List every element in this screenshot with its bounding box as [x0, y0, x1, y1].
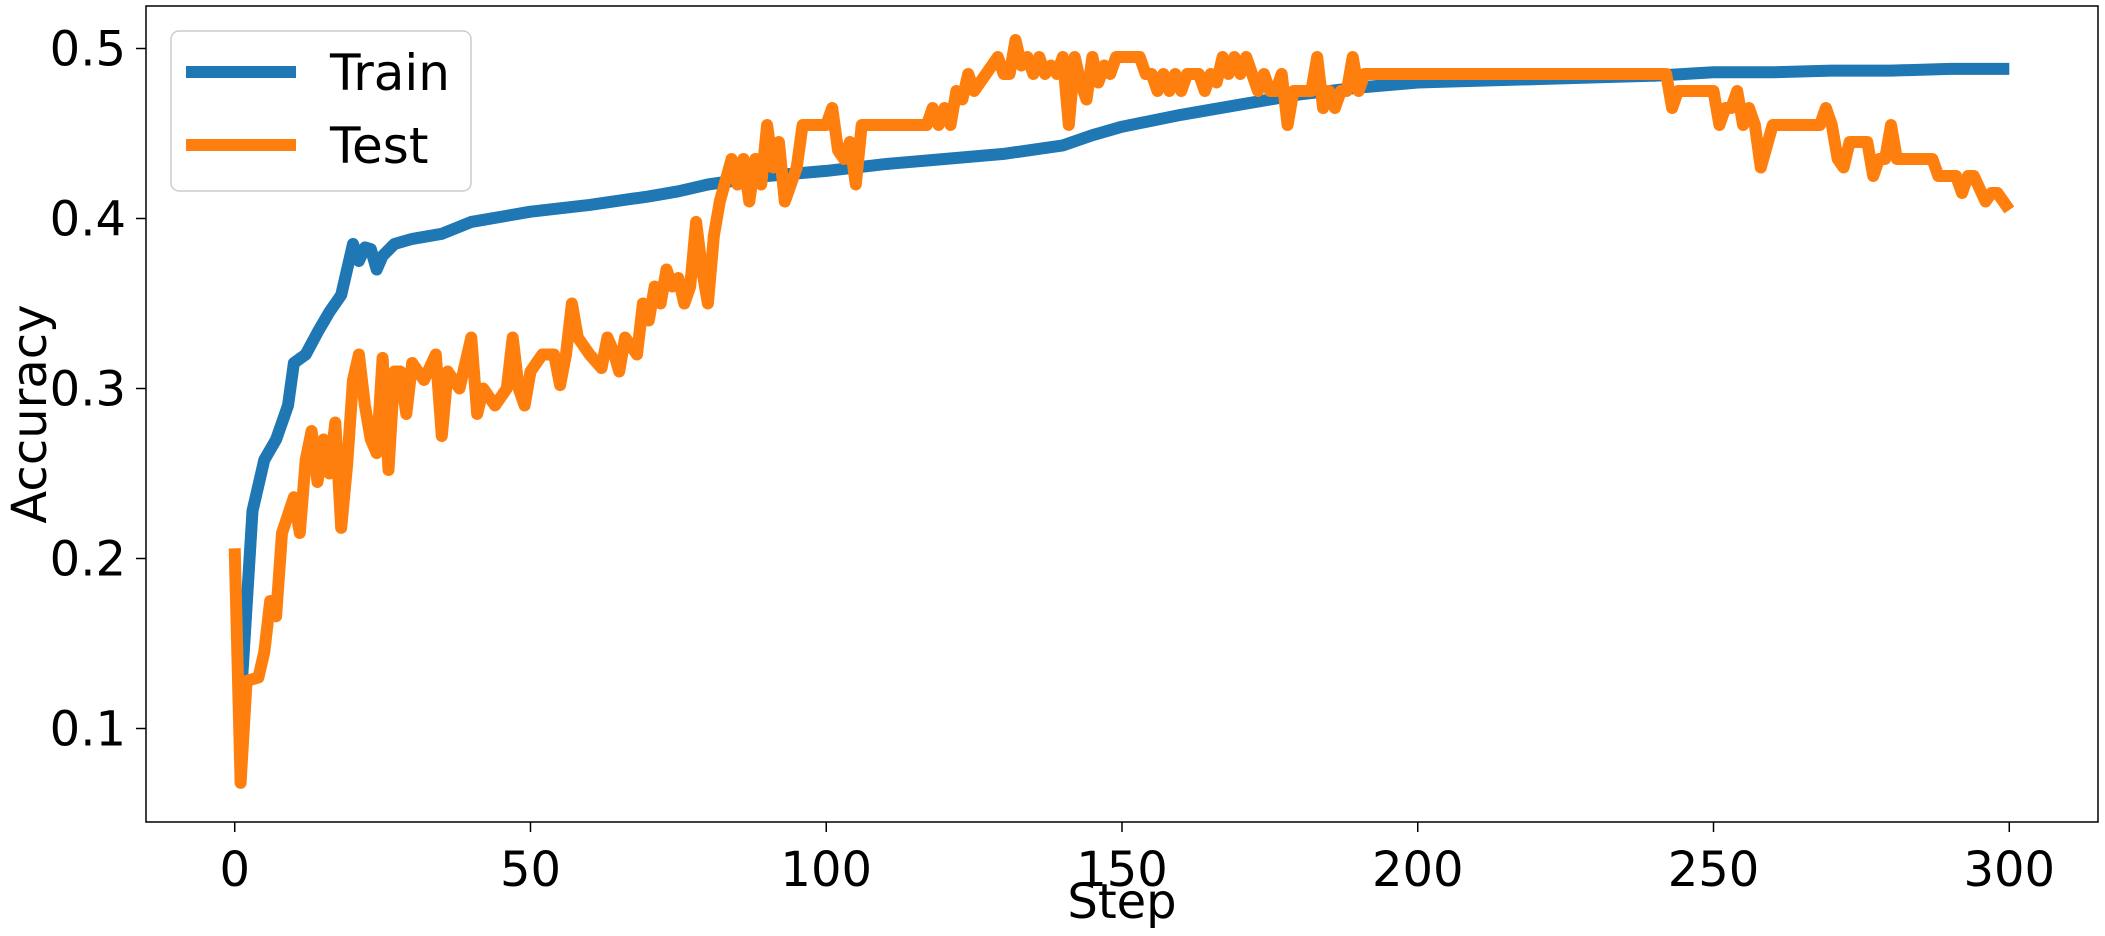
x-tick-label: 0: [219, 842, 250, 898]
y-axis: 0.1 0.2 0.3 0.4 0.5: [50, 22, 146, 758]
y-axis-label: Accuracy: [2, 304, 58, 523]
series-layer: [228, 34, 2015, 789]
y-tick-label: 0.3: [50, 362, 126, 418]
x-tick-label: 100: [780, 842, 872, 898]
x-tick-label: 200: [1372, 842, 1464, 898]
legend: Train Test: [170, 30, 472, 192]
y-tick-label: 0.5: [50, 22, 126, 78]
y-tick-label: 0.1: [50, 702, 126, 758]
series-line-test: [228, 34, 2015, 789]
x-tick-label: 150: [1076, 842, 1168, 898]
x-tick-label: 50: [500, 842, 561, 898]
legend-label-train: Train: [329, 44, 450, 102]
y-tick-label: 0.2: [50, 532, 126, 588]
y-tick-label: 0.4: [50, 192, 126, 248]
x-tick-label: 300: [1963, 842, 2055, 898]
x-tick-label: 250: [1668, 842, 1760, 898]
x-axis: 0 50 100 150 200 250 300: [219, 822, 2055, 898]
legend-label-test: Test: [329, 117, 428, 175]
x-axis-label: Step: [1067, 874, 1176, 930]
